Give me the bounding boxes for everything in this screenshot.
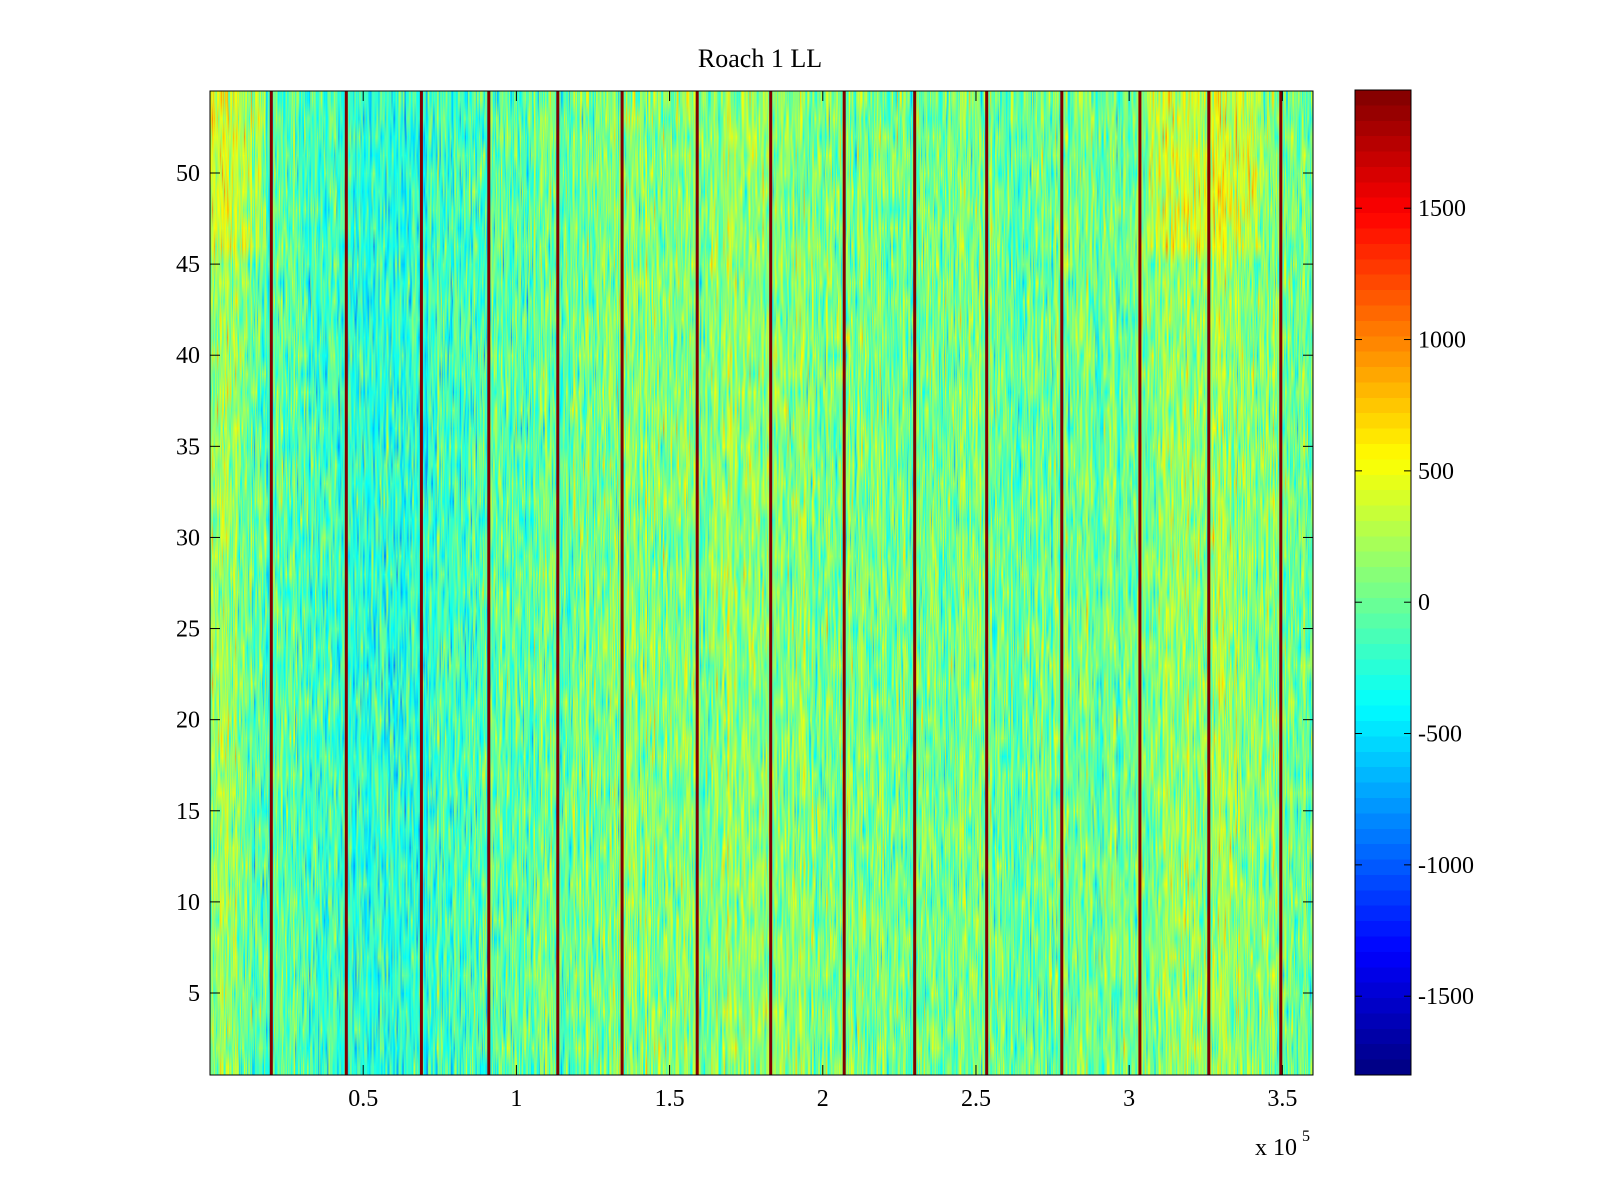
- dark-stripe: [842, 91, 846, 1075]
- colorbar-ticks: 1500 1000 500 0 -500 -1000 -1500: [1355, 196, 1474, 1010]
- x-tick-label: 1: [510, 1086, 522, 1112]
- colorbar-frame: [1354, 89, 1412, 1076]
- y-tick-label: 50: [176, 161, 200, 187]
- y-tick-label: 30: [176, 525, 200, 551]
- dark-stripe: [985, 91, 989, 1075]
- y-tick-label: 35: [176, 434, 200, 460]
- heatmap-image: [210, 91, 1313, 1075]
- x-tick-label: 2: [817, 1086, 829, 1112]
- colorbar-tick-label: 0: [1418, 590, 1430, 616]
- y-tick-label: 40: [176, 343, 200, 369]
- dark-stripe: [419, 91, 423, 1075]
- dark-stripe: [1060, 91, 1064, 1075]
- y-tick-label: 45: [176, 252, 200, 278]
- dark-stripe: [1207, 91, 1211, 1075]
- colorbar-tick-label: -1500: [1418, 984, 1474, 1010]
- dark-stripes: [269, 91, 1283, 1075]
- colorbar: 1500 1000 500 0 -500 -1000 -1500: [1354, 89, 1474, 1076]
- colorbar-tick-label: -1000: [1418, 853, 1474, 879]
- colorbar-tick-label: 1000: [1418, 328, 1466, 354]
- y-axis: 5 10 15 20 25 30 35 40 45 50: [176, 161, 1313, 1007]
- x-axis: 0.5 1 1.5 2 2.5 3 3.5: [348, 91, 1297, 1112]
- plot-frame: [209, 90, 1314, 1076]
- dark-stripe: [769, 91, 773, 1075]
- colorbar-tick-label: 1500: [1418, 196, 1466, 222]
- x-tick-label: 3.5: [1267, 1086, 1297, 1112]
- dark-stripe: [487, 91, 491, 1075]
- colorbar-tick-label: -500: [1418, 722, 1462, 748]
- dark-stripe: [344, 91, 348, 1075]
- x-tick-label: 3: [1123, 1086, 1135, 1112]
- y-tick-label: 5: [188, 981, 200, 1007]
- x-multiplier: x 10 5: [1255, 1128, 1310, 1161]
- y-tick-label: 25: [176, 617, 200, 643]
- dark-stripe: [620, 91, 624, 1075]
- chart-title: Roach 1 LL: [698, 44, 822, 73]
- dark-stripe: [556, 91, 560, 1075]
- x-tick-label: 0.5: [348, 1086, 378, 1112]
- dark-stripe: [913, 91, 917, 1075]
- y-tick-label: 15: [176, 799, 200, 825]
- x-tick-label: 1.5: [655, 1086, 685, 1112]
- plot-area: 0.5 1 1.5 2 2.5 3 3.5 5 10 15 20 25 30 35 40 45 50: [176, 90, 1314, 1112]
- x-multiplier-exponent: 5: [1302, 1128, 1310, 1145]
- dark-stripe: [1279, 91, 1283, 1075]
- x-multiplier-label: x 10: [1255, 1135, 1297, 1161]
- colorbar-gradient: [1355, 90, 1411, 1075]
- y-tick-label: 10: [176, 890, 200, 916]
- x-tick-label: 2.5: [961, 1086, 991, 1112]
- dark-stripe: [695, 91, 699, 1075]
- colorbar-tick-label: 500: [1418, 459, 1454, 485]
- dark-stripe: [1138, 91, 1142, 1075]
- dark-stripe: [269, 91, 273, 1075]
- y-tick-label: 20: [176, 708, 200, 734]
